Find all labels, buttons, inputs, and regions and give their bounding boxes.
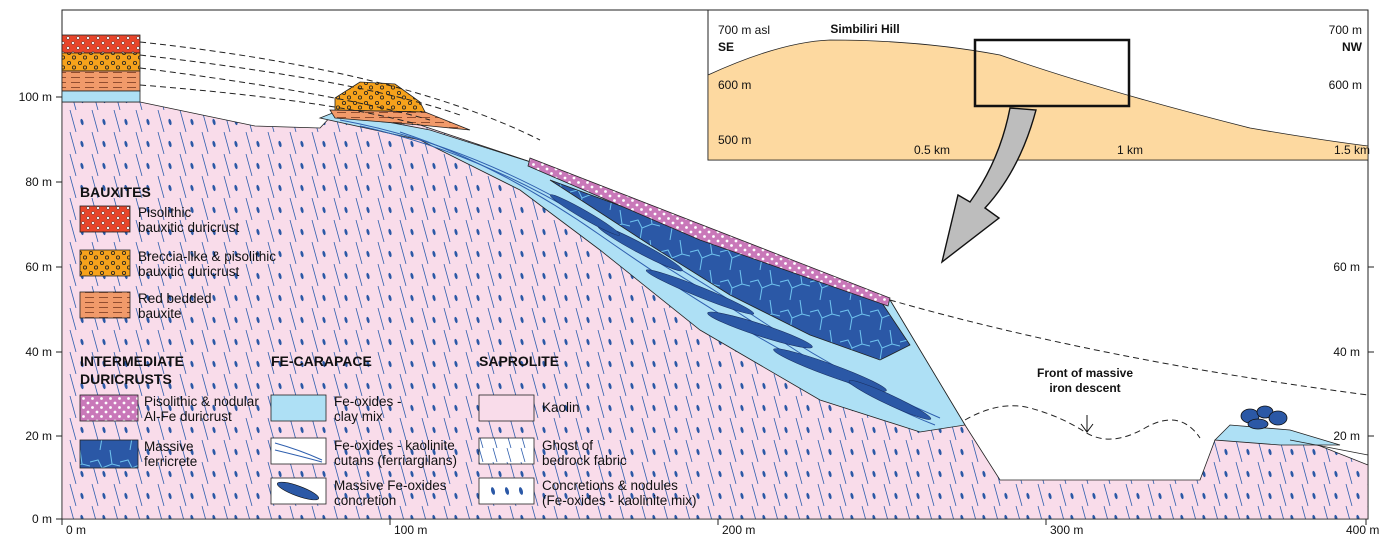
y-tick-20: 20 m — [25, 429, 52, 443]
x-tick-400: 400 m — [1346, 523, 1379, 537]
legend-ghost-l2: bedrock fabric — [542, 453, 627, 468]
x-tick-0: 0 m — [66, 523, 86, 537]
left-breccia-bauxite — [61, 52, 141, 72]
inset-right-600: 600 m — [1329, 78, 1362, 92]
legend-red-bedded-l1: Red bedded — [138, 291, 212, 306]
legend-bauxites-header: BAUXITES — [80, 184, 151, 200]
right-clay-mix — [1214, 424, 1341, 446]
legend-kaolin-swatch — [478, 394, 535, 422]
right-ferricrete-blocks — [1240, 405, 1288, 430]
legend-breccia-l1: Breccia-like & pisolithic — [138, 249, 276, 264]
inset-left-500: 500 m — [718, 133, 751, 147]
legend-al-fe-l2: Al-Fe duricrust — [144, 409, 232, 424]
y-tick-0: 0 m — [32, 512, 52, 526]
reconstructed-surfaces — [139, 41, 1369, 440]
legend-concretion-shape — [276, 481, 320, 501]
legend-concretion-l2: concretion — [334, 493, 396, 508]
legend-kaolin-label: Kaolin — [542, 400, 580, 415]
legend-ferricrete-swatch — [79, 439, 139, 469]
legend-clay-mix-l1: Fe-oxides - — [334, 394, 402, 409]
legend-ferricrete-l2: ferricrete — [144, 454, 197, 469]
inset-x-1: 1 km — [1117, 143, 1143, 157]
y-axis-ticks — [56, 96, 1374, 520]
zoom-arrow — [940, 107, 1037, 264]
left-clay-mix — [61, 90, 141, 103]
legend-cutans-lines — [274, 442, 323, 463]
legend-cutans-l2: cutans (ferriargilans) — [334, 453, 457, 468]
annotation-line1: Front of massive — [1037, 366, 1133, 380]
y-tick-60: 60 m — [25, 260, 52, 274]
legend-pisolithic-swatch — [79, 205, 131, 233]
legend-clay-mix-l2: clay mix — [334, 409, 383, 424]
inset-left-dir: SE — [718, 40, 734, 54]
y-tick-right-20: 20 m — [1333, 429, 1360, 443]
legend-nodules-l1: Concretions & nodules — [542, 478, 678, 493]
legend-nodules-l2: (Fe-oxides - kaolinite mix) — [542, 493, 697, 508]
inset-profile: Simbiliri Hill 700 m asl SE 600 m 500 m … — [707, 9, 1370, 161]
x-tick-200: 200 m — [722, 523, 755, 537]
descent-arrow — [1080, 415, 1094, 433]
legend-pisolithic-l1: Pisolithic — [138, 205, 192, 220]
legend-clay-mix-swatch — [270, 394, 327, 422]
left-red-bedded — [61, 70, 141, 92]
inset-zoom-box — [973, 38, 1131, 108]
inset-left-top: 700 m asl — [718, 23, 770, 37]
legend-red-bedded-swatch — [79, 291, 131, 319]
y-tick-right-60: 60 m — [1333, 260, 1360, 274]
inset-right-dir: NW — [1342, 40, 1363, 54]
legend-cutans-l1: Fe-oxides - kaolinite — [334, 438, 455, 453]
inset-title: Simbiliri Hill — [830, 22, 899, 36]
legend-pisolithic-l2: bauxitic duricrust — [138, 220, 240, 235]
legend-carapace-header: FE-CARAPACE — [271, 353, 372, 369]
massive-concretions — [550, 194, 932, 420]
y-tick-40: 40 m — [25, 345, 52, 359]
x-tick-100: 100 m — [394, 523, 427, 537]
legend-saprolite-header: SAPROLITE — [479, 353, 559, 369]
y-tick-80: 80 m — [25, 175, 52, 189]
legend-red-bedded-l2: bauxite — [138, 306, 182, 321]
legend-ghost-swatch — [478, 437, 535, 465]
inset-hill-profile — [707, 39, 1369, 161]
right-surface-line — [1289, 439, 1369, 456]
inset-left-600: 600 m — [718, 78, 751, 92]
legend-breccia-l2: bauxitic duricrust — [138, 264, 240, 279]
x-axis-ticks — [61, 519, 1367, 525]
left-pisolithic-bauxite — [61, 34, 141, 54]
inset-x-15: 1.5 km — [1334, 143, 1370, 157]
legend-al-fe-swatch — [79, 394, 139, 422]
fe-carapace-zone — [318, 111, 966, 433]
inset-right-top: 700 m — [1329, 23, 1362, 37]
y-tick-100: 100 m — [19, 90, 52, 104]
annotation-line2: iron descent — [1049, 381, 1120, 395]
legend-ferricrete-l1: Massive — [144, 439, 194, 454]
inset-x-05: 0.5 km — [914, 143, 950, 157]
y-tick-right-40: 40 m — [1333, 345, 1360, 359]
legend-intermediate-header-l2: DURICRUSTS — [80, 371, 172, 387]
x-tick-300: 300 m — [1050, 523, 1083, 537]
legend: BAUXITES Pisolithic bauxitic duricrust B… — [79, 184, 697, 508]
legend-breccia-swatch — [79, 249, 131, 277]
legend-nodules-shapes — [490, 487, 524, 495]
legend-ghost-l1: Ghost of — [542, 438, 593, 453]
legend-al-fe-l1: Pisolithic & nodular — [144, 394, 259, 409]
al-fe-duricrust-layer — [527, 157, 891, 307]
legend-intermediate-header-l1: INTERMEDIATE — [80, 353, 184, 369]
legend-concretion-l1: Massive Fe-oxides — [334, 478, 447, 493]
